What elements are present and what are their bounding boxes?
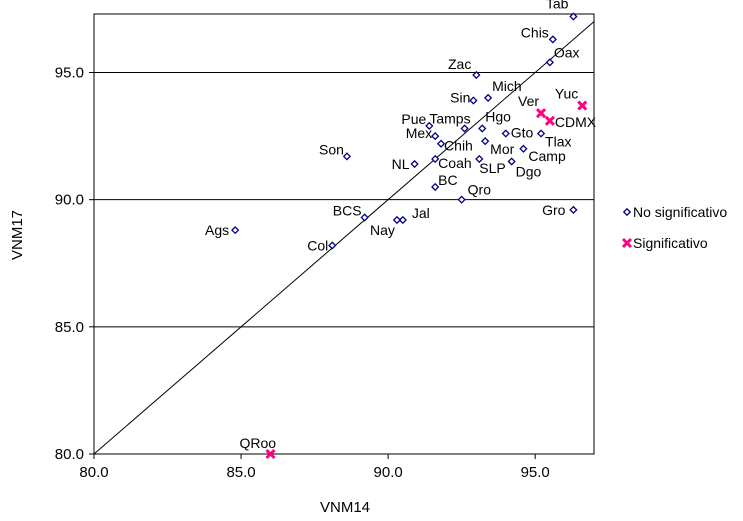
data-point-bc xyxy=(431,182,440,192)
point-label-bcs: BCS xyxy=(333,202,362,218)
point-label-coah: Coah xyxy=(438,155,471,171)
point-label-qro: Qro xyxy=(468,182,492,198)
data-point-coah xyxy=(431,154,440,164)
data-point-col xyxy=(328,241,337,250)
data-point-ver xyxy=(535,108,547,119)
point-label-tamps: Tamps xyxy=(429,110,470,126)
point-label-yuc: Yuc xyxy=(555,86,578,102)
point-label-tab: Tab xyxy=(546,0,569,12)
point-label-slp: SLP xyxy=(479,160,505,176)
point-label-col: Col xyxy=(307,237,328,253)
point-label-gro: Gro xyxy=(542,202,566,218)
y-axis-ticks: 80.0 85.0 90.0 95.0 xyxy=(55,64,94,463)
x-tick-label: 95.0 xyxy=(521,464,550,481)
data-point-cdmx xyxy=(544,115,555,126)
point-label-oax: Oax xyxy=(554,44,580,60)
point-label-chih: Chih xyxy=(444,138,473,154)
data-point-qroo xyxy=(265,448,276,460)
y-tick-label: 85.0 xyxy=(55,319,84,336)
data-point-slp xyxy=(475,154,484,164)
data-point-dgo xyxy=(507,157,516,166)
data-point-camp xyxy=(519,144,528,153)
point-label-sin: Sin xyxy=(450,89,470,105)
data-point-yuc xyxy=(577,100,588,111)
data-point-tab xyxy=(569,12,578,21)
data-point-mich xyxy=(483,93,493,103)
data-point-tlax xyxy=(536,129,546,138)
point-label-cdmx: CDMX xyxy=(555,114,597,130)
data-points xyxy=(231,12,588,460)
point-label-mex: Mex xyxy=(406,125,432,141)
data-point-jal xyxy=(398,215,407,225)
legend-marker xyxy=(621,237,633,249)
data-point-qro xyxy=(457,195,466,204)
point-label-hgo: Hgo xyxy=(485,108,511,124)
point-label-nay: Nay xyxy=(370,222,395,238)
data-point-chis xyxy=(548,35,557,44)
reference-diagonal-line xyxy=(93,21,595,455)
data-point-son xyxy=(342,152,352,161)
legend-marker xyxy=(622,207,632,217)
point-label-zac: Zac xyxy=(448,56,471,72)
point-label-ver: Ver xyxy=(518,93,539,109)
point-label-gto: Gto xyxy=(511,125,534,141)
data-point-sin xyxy=(469,96,478,105)
data-point-gto xyxy=(501,129,510,138)
data-point-pue xyxy=(425,121,434,131)
data-point-chih xyxy=(436,139,446,148)
gridlines xyxy=(94,71,594,328)
legend-item-2: Significativo xyxy=(621,235,708,251)
x-axis-ticks: 80.0 85.0 90.0 95.0 xyxy=(79,454,550,481)
y-tick-label: 95.0 xyxy=(55,64,84,81)
legend: No significativo Significativo xyxy=(621,204,727,251)
x-tick-label: 90.0 xyxy=(374,464,403,481)
point-label-mor: Mor xyxy=(490,141,514,157)
data-point-tamps xyxy=(460,124,469,133)
data-point-mor xyxy=(481,137,490,146)
data-point-oax xyxy=(545,58,555,67)
point-label-camp: Camp xyxy=(528,148,566,164)
point-label-tlax: Tlax xyxy=(545,134,571,150)
legend-label: Significativo xyxy=(633,235,708,251)
data-point-gro xyxy=(569,205,578,214)
data-point-ags xyxy=(231,226,240,235)
point-label-son: Son xyxy=(319,141,344,157)
plot-area-frame xyxy=(93,13,595,455)
x-axis-title: VNM14 xyxy=(320,499,370,516)
data-point-nl xyxy=(410,159,419,169)
data-point-mex xyxy=(431,131,440,141)
point-label-ags: Ags xyxy=(205,222,229,238)
point-label-jal: Jal xyxy=(412,205,430,221)
point-label-qroo: QRoo xyxy=(239,435,276,451)
legend-label: No significativo xyxy=(633,204,727,220)
x-tick-label: 80.0 xyxy=(79,464,108,481)
point-label-pue: Pue xyxy=(401,111,426,127)
y-axis-title: VNM17 xyxy=(9,210,26,260)
data-point-hgo xyxy=(478,124,487,133)
data-point-nay xyxy=(392,215,402,225)
data-point-bcs xyxy=(360,213,369,222)
point-label-bc: BC xyxy=(438,172,457,188)
point-label-dgo: Dgo xyxy=(516,164,542,180)
point-label-nl: NL xyxy=(392,156,410,172)
x-tick-label: 85.0 xyxy=(226,464,255,481)
point-label-chis: Chis xyxy=(521,24,549,40)
legend-item-1: No significativo xyxy=(622,204,727,220)
y-tick-label: 90.0 xyxy=(55,192,84,209)
y-tick-label: 80.0 xyxy=(55,446,84,463)
data-point-zac xyxy=(472,70,481,80)
point-label-mich: Mich xyxy=(492,78,522,94)
